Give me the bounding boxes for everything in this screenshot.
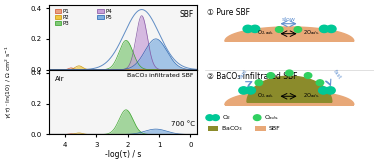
Circle shape — [319, 87, 328, 94]
Text: slow: slow — [282, 17, 296, 22]
Legend: P4, P5: P4, P5 — [96, 8, 113, 21]
Text: fast: fast — [332, 68, 342, 80]
Circle shape — [250, 25, 260, 32]
Circle shape — [253, 115, 261, 121]
Circle shape — [243, 25, 253, 32]
Text: 2O$_{ads.}$: 2O$_{ads.}$ — [303, 28, 320, 37]
Circle shape — [326, 87, 335, 94]
Circle shape — [246, 87, 256, 94]
Text: 700 °C: 700 °C — [171, 121, 195, 127]
Text: BaCO₃ infiltrated SBF: BaCO₃ infiltrated SBF — [127, 73, 194, 78]
Text: ② BaCO₃ infiltrated SBF: ② BaCO₃ infiltrated SBF — [207, 72, 297, 81]
Circle shape — [319, 25, 329, 32]
Text: O$_2$: O$_2$ — [222, 113, 232, 122]
Circle shape — [327, 25, 336, 32]
Text: O$_{ads.}$: O$_{ads.}$ — [264, 113, 280, 122]
X-axis label: -log(τ) / s: -log(τ) / s — [105, 150, 141, 159]
Circle shape — [267, 73, 274, 78]
Circle shape — [294, 27, 302, 32]
Circle shape — [239, 87, 248, 94]
Circle shape — [276, 27, 283, 32]
Text: 2O$_{ads.}$: 2O$_{ads.}$ — [303, 91, 320, 100]
Text: Air: Air — [55, 76, 65, 82]
Text: $\gamma(\tau)\cdot\ln(10)$ / $\Omega$ cm$^2$ s$^{-1}$: $\gamma(\tau)\cdot\ln(10)$ / $\Omega$ cm… — [4, 45, 14, 119]
Circle shape — [212, 115, 219, 121]
Text: ① Pure SBF: ① Pure SBF — [207, 8, 250, 17]
Text: SBF: SBF — [180, 10, 194, 19]
Bar — [208, 126, 218, 131]
Polygon shape — [225, 90, 354, 105]
Circle shape — [255, 80, 263, 85]
Text: SBF: SBF — [268, 126, 280, 131]
Circle shape — [316, 80, 324, 85]
Bar — [256, 126, 266, 131]
Text: O$_{2,ads.}$: O$_{2,ads.}$ — [257, 29, 274, 37]
Text: BaCO$_3$: BaCO$_3$ — [221, 124, 243, 133]
Circle shape — [286, 70, 293, 76]
Text: O$_{2,ads.}$: O$_{2,ads.}$ — [257, 92, 274, 100]
Text: fast: fast — [239, 68, 249, 80]
Circle shape — [206, 115, 214, 121]
Polygon shape — [247, 76, 332, 102]
Polygon shape — [225, 27, 354, 41]
Circle shape — [304, 73, 312, 78]
